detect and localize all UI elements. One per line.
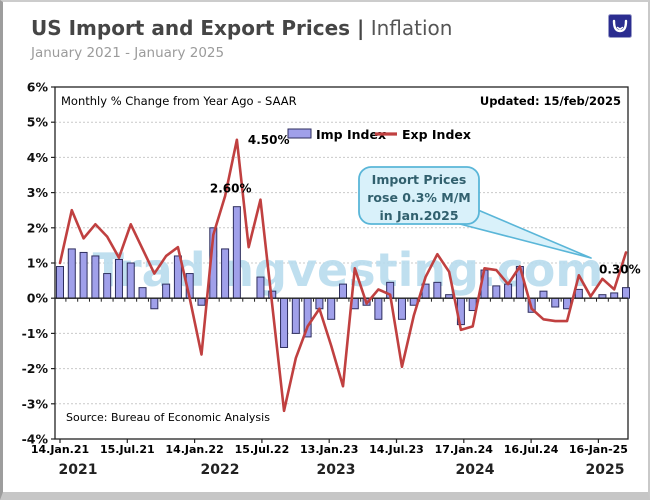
imp-bar-Sep-23 [433,281,442,299]
x-axis-label: 16.Jul.24 [504,443,559,456]
callout-text-line: Import Prices [372,172,467,187]
imp-bar-Jul-21 [126,262,135,299]
legend-exp-label: Exp Index [402,127,471,142]
imp-bar-Apr-23 [374,297,383,320]
year-label: 2025 [586,462,625,478]
y-axis-label: 2% [27,220,49,235]
x-axis-label: 14.Jan.22 [165,443,223,456]
x-axis-label: 14.Jul.23 [369,443,424,456]
imp-bar-Jan-22 [197,297,206,306]
x-axis-label: 13.Jan.23 [300,443,358,456]
header: US Import and Export Prices | Inflation … [31,16,601,61]
imp-bar-Sep-22 [291,297,300,334]
x-axis-label: 16-Jan-25 [569,443,628,456]
exp-index-line [58,138,628,413]
imp-bar-Dec-22 [327,297,336,320]
x-axis-label: 17.Jan.24 [435,443,494,456]
imp-bar-Mar-21 [79,251,88,299]
y-axis-label: 6% [27,80,49,95]
imp-bar-Jun-21 [114,258,123,299]
imp-bar-Jun-24 [539,290,548,299]
year-label: 2021 [59,462,98,478]
imp-bar-Jan-21 [56,266,64,299]
price-chart: -4%-3%-2%-1%0%1%2%3%4%5%6%Tradingvesting… [22,80,641,479]
title-separator: | [357,16,365,40]
imp-bar-Apr-21 [91,255,100,299]
imp-bar-Sep-21 [150,297,159,310]
imp-bar-Nov-22 [315,297,324,310]
year-label: 2022 [201,462,240,478]
y-axis-label: -4% [22,432,49,447]
plot-subtitle: Monthly % Change from Year Ago - SAAR [61,94,297,108]
x-axis-label: 15.Jul.22 [235,443,290,456]
imp-bar-Jun-23 [397,297,406,320]
y-axis-label: -1% [22,326,49,341]
source-label: Source: Bureau of Economic Analysis [66,411,270,424]
imp-bar-Mar-22 [221,248,230,299]
y-axis-label: 5% [27,115,49,130]
legend-imp-label: Imp Index [316,127,386,142]
brand-bull-logo-icon [608,14,632,38]
imp-bar-Feb-21 [67,248,76,299]
y-axis-label: 1% [27,256,49,271]
title-tag: Inflation [370,16,453,40]
x-axis-label: 15.Jul.21 [100,443,155,456]
plot-border [54,86,629,440]
imp-bar-Apr-22 [232,206,241,299]
y-axis-label: 3% [27,185,49,200]
value-annotation: 0.30% [599,263,641,277]
value-annotation: 2.60% [210,182,252,196]
imp-bar-Aug-21 [138,287,147,299]
imp-bar-Jan-23 [339,283,347,299]
imp-bar-Jul-24 [551,297,560,308]
year-label: 2023 [317,462,356,478]
imp-bar-Feb-24 [492,285,501,299]
page-title: US Import and Export Prices | Inflation [31,16,601,40]
value-annotation: 4.50% [248,133,290,147]
y-axis-label: 4% [27,150,49,165]
callout-box [358,166,480,225]
imp-bar-Jun-22 [256,276,265,299]
title-main: US Import and Export Prices [31,16,351,40]
imp-bar-Jan-25 [622,287,630,299]
legend-imp-swatch [287,128,312,139]
imp-bar-Oct-21 [162,283,171,299]
imp-bar-Mar-24 [504,283,513,299]
y-axis-label: -3% [22,396,49,411]
date-range-subtitle: January 2021 - January 2025 [31,45,225,61]
imp-bar-May-21 [103,273,112,299]
year-label: 2024 [456,462,495,478]
imp-bar-Dec-24 [610,292,619,299]
y-axis-label: 0% [27,291,49,306]
callout-text-line: rose 0.3% M/M [367,190,471,205]
x-axis-label: 14.Jan.21 [31,443,89,456]
updated-label: Updated: 15/feb/2025 [480,94,621,108]
callout-text-line: in Jan.2025 [379,208,458,223]
y-axis-label: -2% [22,361,49,376]
imp-bar-Aug-22 [280,297,289,348]
imp-bar-Sep-24 [574,288,583,299]
